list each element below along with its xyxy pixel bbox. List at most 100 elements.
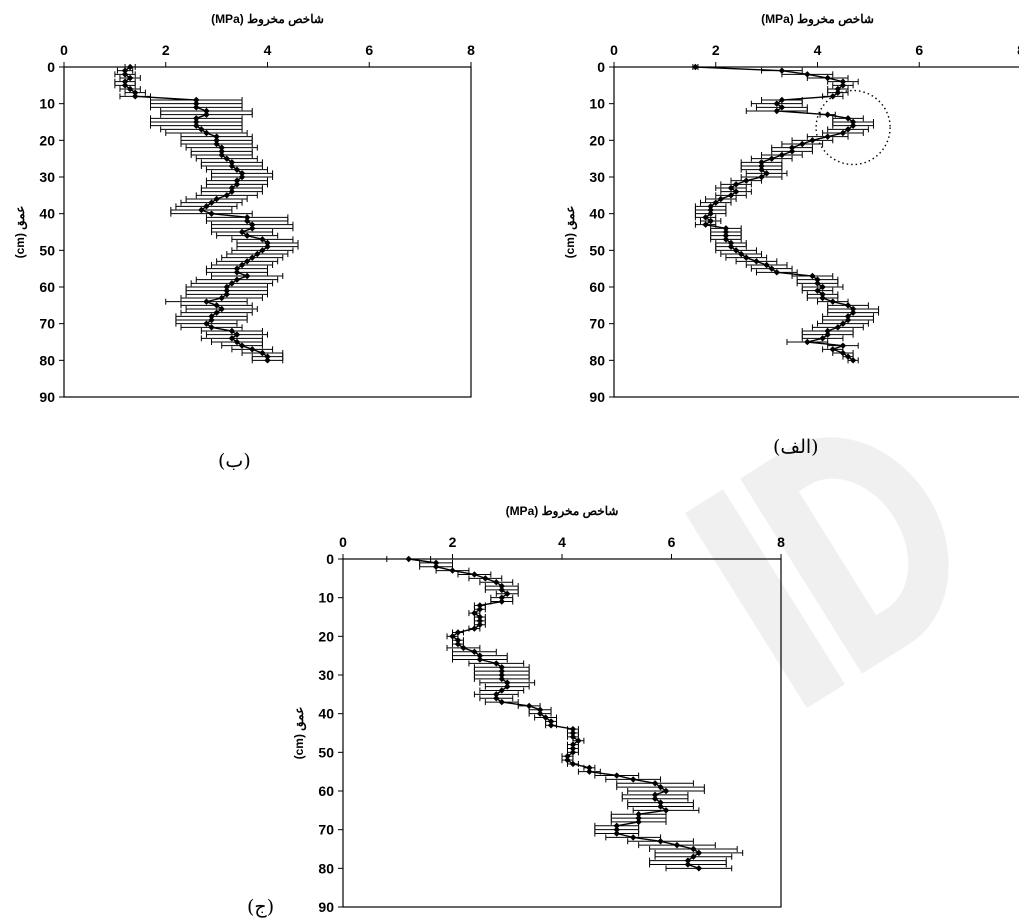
data-point	[493, 660, 500, 667]
data-point	[249, 221, 256, 228]
x-tick-label: 4	[264, 42, 272, 58]
data-point	[233, 276, 241, 283]
plot-frame	[342, 558, 782, 908]
y-tick-label: 10	[318, 590, 334, 606]
data-point	[471, 571, 478, 578]
y-axis-title: عمق (cm)	[292, 707, 307, 760]
data-point	[498, 671, 505, 679]
x-tick-label: 8	[1017, 42, 1019, 58]
data-point	[233, 166, 241, 173]
caption-be: (ب)	[218, 450, 251, 472]
data-point	[228, 184, 236, 192]
data-point	[203, 203, 210, 210]
data-point	[613, 826, 620, 833]
data-point	[233, 269, 241, 276]
data-point	[657, 838, 664, 845]
y-tick-label: 40	[318, 706, 334, 722]
data-point	[233, 177, 241, 184]
x-tick-label: 0	[339, 534, 347, 550]
data-point	[824, 111, 831, 118]
data-point	[208, 199, 215, 206]
data-point	[844, 302, 852, 309]
data-point	[525, 702, 533, 710]
data-point	[203, 111, 210, 118]
x-tick-label: 4	[558, 534, 566, 550]
data-point	[824, 74, 831, 82]
data-point	[264, 239, 271, 247]
data-point	[228, 335, 236, 342]
data-point	[223, 283, 230, 291]
data-point	[213, 140, 220, 148]
y-tick-label: 50	[589, 242, 605, 258]
data-point	[684, 861, 692, 868]
plot-frame	[613, 66, 1019, 398]
data-point	[839, 320, 847, 327]
y-tick-label: 0	[326, 551, 334, 567]
data-point	[223, 192, 230, 199]
data-point	[264, 243, 271, 250]
data-point	[586, 764, 593, 771]
data-point	[482, 575, 489, 582]
data-point	[243, 232, 251, 239]
data-point	[238, 170, 246, 177]
data-point	[799, 140, 806, 148]
y-tick-label: 70	[318, 822, 334, 838]
data-point	[814, 276, 821, 283]
data-point	[814, 287, 821, 294]
y-tick-label: 90	[318, 899, 334, 915]
y-tick-label: 40	[589, 206, 605, 222]
data-point	[249, 225, 256, 232]
data-point	[208, 324, 215, 331]
data-point	[254, 250, 261, 258]
data-point	[498, 582, 505, 590]
data-point	[629, 776, 637, 783]
data-point	[213, 195, 220, 203]
data-point	[223, 291, 230, 298]
y-tick-label: 30	[318, 667, 334, 683]
data-point	[819, 335, 826, 342]
data-point	[743, 177, 750, 184]
data-point	[498, 698, 505, 706]
data-point	[695, 865, 703, 872]
data-point	[208, 316, 215, 324]
data-point	[844, 313, 852, 320]
data-point	[476, 621, 484, 628]
data-point	[193, 118, 200, 126]
data-point	[629, 834, 637, 841]
data-point	[259, 349, 266, 357]
data-point	[809, 137, 816, 144]
data-point	[449, 567, 456, 574]
y-tick-label: 50	[318, 744, 334, 760]
data-point	[203, 298, 210, 305]
data-point	[233, 265, 241, 272]
data-point	[788, 148, 796, 155]
data-point	[454, 640, 462, 648]
x-tick-label: 6	[915, 42, 923, 58]
data-point	[218, 148, 225, 155]
data-point	[218, 305, 225, 313]
data-point	[662, 787, 670, 795]
data-point	[542, 714, 549, 721]
y-tick-label: 10	[39, 96, 55, 112]
y-tick-label: 40	[39, 206, 55, 222]
x-axis-title: شاخص مخروط (MPa)	[506, 504, 619, 519]
data-point	[635, 814, 642, 822]
data-point	[844, 316, 852, 324]
data-point	[228, 280, 236, 287]
data-point	[264, 353, 271, 360]
data-point	[238, 261, 246, 269]
x-tick-label: 6	[668, 534, 676, 550]
data-point	[564, 756, 571, 764]
data-point	[132, 93, 139, 100]
data-point	[208, 313, 215, 320]
x-tick-label: 4	[814, 42, 822, 58]
data-point	[498, 687, 505, 694]
data-point	[635, 818, 642, 826]
caption-jim: (ج)	[247, 896, 275, 918]
y-axis-title: عمق (cm)	[563, 206, 578, 259]
data-point	[834, 89, 842, 96]
y-tick-label: 50	[39, 242, 55, 258]
data-point	[834, 324, 842, 331]
data-point	[819, 291, 826, 298]
